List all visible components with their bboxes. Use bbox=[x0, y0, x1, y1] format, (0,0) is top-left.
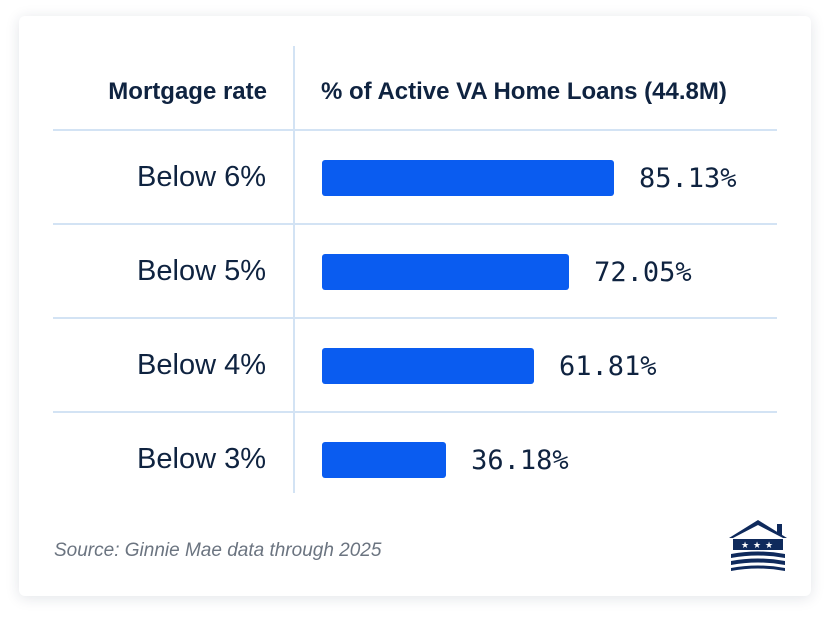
column-header-mortgage-rate: Mortgage rate bbox=[108, 78, 267, 105]
bar bbox=[322, 254, 570, 290]
bar bbox=[322, 442, 447, 478]
bar-value-label: 36.18% bbox=[471, 445, 569, 476]
bar-value-label: 85.13% bbox=[638, 163, 737, 194]
chart-card: Mortgage rate % of Active VA Home Loans … bbox=[19, 16, 811, 596]
svg-text:★: ★ bbox=[741, 541, 749, 551]
column-divider bbox=[293, 46, 295, 493]
column-header-active-loans: % of Active VA Home Loans (44.8M) bbox=[321, 78, 727, 105]
house-stars-logo-icon: ★ ★ ★ bbox=[729, 520, 787, 571]
category-label: Below 4% bbox=[137, 349, 266, 381]
bar-value-label: 61.81% bbox=[559, 351, 657, 382]
row-divider bbox=[53, 223, 777, 225]
row-divider bbox=[53, 411, 777, 413]
category-label: Below 6% bbox=[137, 161, 266, 193]
bar-value-label: 72.05% bbox=[594, 257, 692, 288]
source-note: Source: Ginnie Mae data through 2025 bbox=[54, 540, 382, 561]
svg-text:★: ★ bbox=[765, 541, 773, 551]
category-label: Below 5% bbox=[137, 255, 266, 287]
bar bbox=[322, 160, 614, 196]
row-divider bbox=[53, 317, 777, 319]
svg-text:★: ★ bbox=[753, 541, 761, 551]
bar bbox=[322, 348, 534, 384]
category-label: Below 3% bbox=[137, 443, 266, 475]
row-divider bbox=[53, 129, 777, 131]
